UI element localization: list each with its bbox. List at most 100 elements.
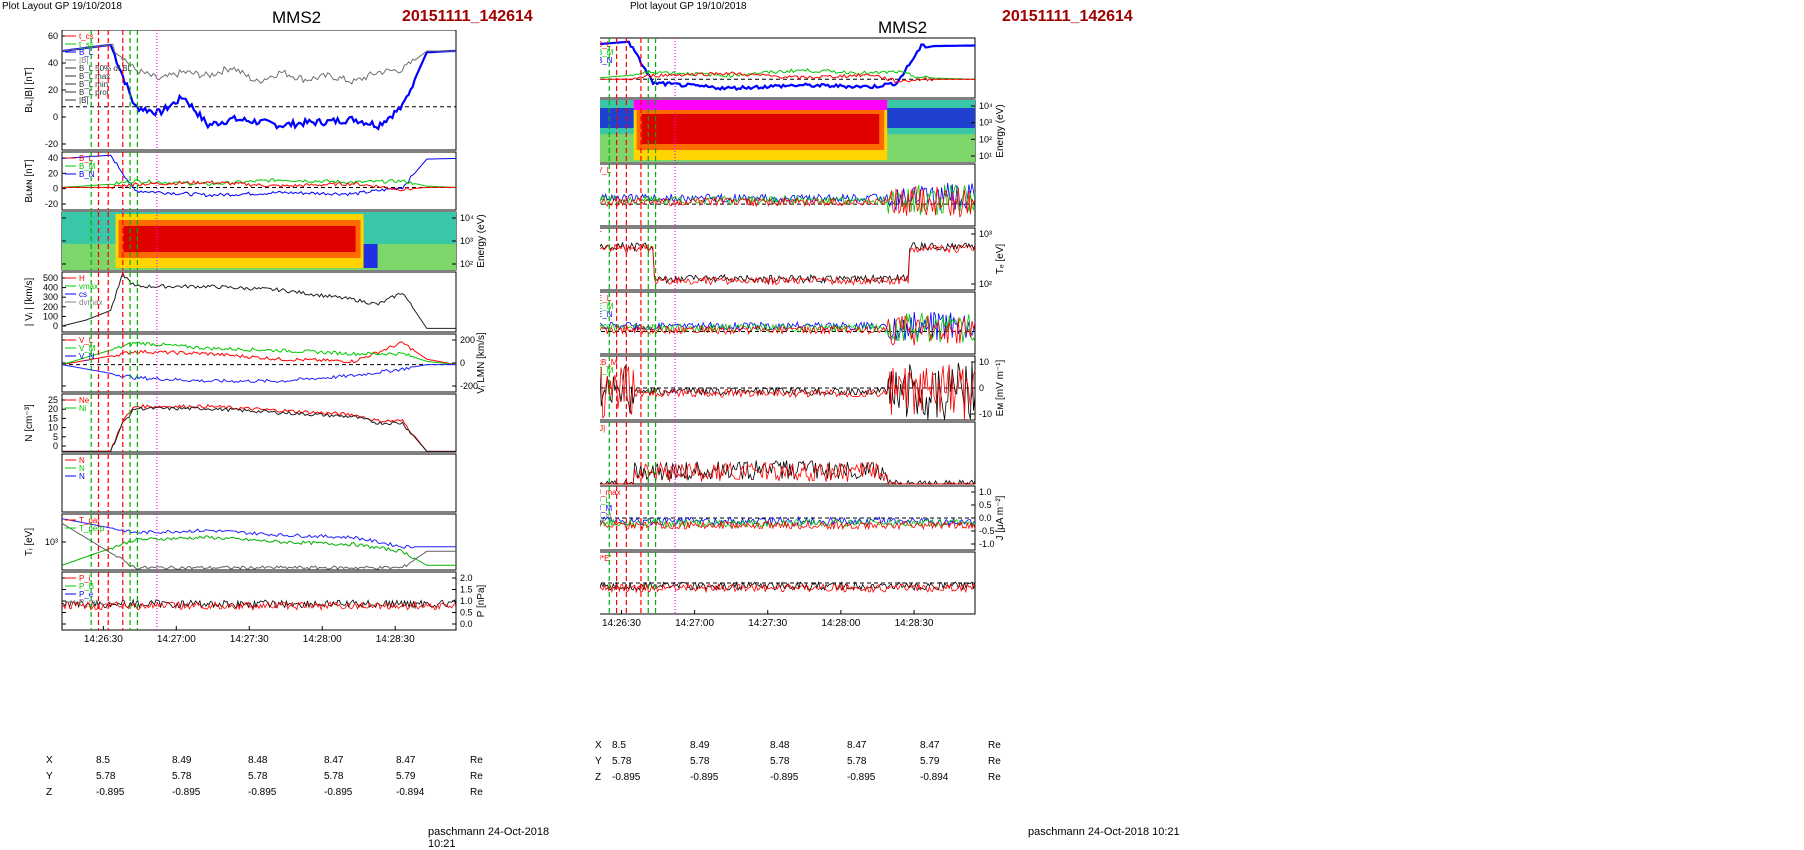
legend-label: B_L	[600, 40, 612, 49]
coord-value: 5.78	[324, 771, 344, 782]
legend-label: B_M	[79, 162, 96, 171]
coord-value: 8.48	[770, 740, 790, 751]
spectrogram-peak	[641, 114, 880, 144]
x-tick-label: 14:28:00	[303, 634, 342, 645]
coord-value: 8.48	[248, 755, 268, 766]
y-tick-label: 15	[48, 413, 58, 423]
legend-label: Ni	[79, 404, 87, 413]
x-tick-label: 14:27:30	[748, 618, 787, 629]
x-tick-label: 14:28:30	[376, 634, 415, 645]
y-tick-label: -20	[45, 139, 58, 149]
x-tick-label: 14:26:30	[602, 618, 641, 629]
footer-right: paschmann 24-Oct-2018 10:21	[1028, 826, 1180, 838]
legend-label: P_e	[79, 590, 94, 599]
y-tick-label: 0	[460, 358, 465, 368]
series-bn	[62, 180, 456, 192]
coord-unit: Re	[988, 772, 1001, 783]
legend-label: T_par	[79, 516, 100, 525]
panel-5: 3020100-10-20Eʟᴍɴ [mV m⁻¹]E_LE_ME_N	[600, 291, 976, 355]
coord-value: -0.895	[770, 772, 799, 783]
legend-label: B_M	[600, 48, 614, 57]
legend-label: P_tot	[79, 598, 98, 607]
y-tick-label: -200	[460, 381, 478, 391]
legend-label: dvmax	[79, 298, 103, 307]
y-tick-label: 10⁴	[979, 101, 993, 111]
panel-8: 1.0 0.5 0.0 -0.5 -1.0J [μA m⁻²] J_maxJ_LJ_MJ_…	[600, 485, 1006, 551]
y-tick-label: -1.0	[979, 539, 995, 549]
panel-frame	[600, 37, 976, 99]
legend-label: |B|	[79, 56, 89, 65]
coord-value: 5.78	[248, 771, 268, 782]
y-tick-label: -10	[979, 409, 992, 419]
legend-label: t_ss	[79, 40, 94, 49]
legend-label: |J|	[600, 424, 605, 433]
legend-label: xB_M	[600, 358, 618, 367]
y-tick-label: 60	[48, 31, 58, 41]
legend-label: H	[79, 274, 85, 283]
legend-label: J_max	[600, 488, 621, 497]
x-tick-label: 14:28:30	[895, 618, 934, 629]
series-bn	[600, 71, 975, 83]
y-tick-label: 2.0	[460, 573, 473, 583]
y-tick-label: 0.0	[460, 619, 473, 629]
series-trace	[600, 461, 975, 485]
y-axis-label: Tₑ [eV]	[995, 244, 1006, 275]
y-tick-label: 500	[43, 273, 58, 283]
series-trace	[600, 460, 976, 486]
y-tick-label: 10⁴	[460, 213, 474, 223]
coord-unit: Re	[988, 740, 1001, 751]
y-tick-label: 10³	[460, 236, 473, 246]
x-tick-label: 14:26:30	[84, 634, 123, 645]
series-trace	[600, 243, 976, 286]
spectrogram-edge-band	[363, 244, 378, 268]
footer-left: paschmann 24-Oct-2018 10:21	[428, 826, 550, 850]
coord-value: -0.895	[324, 787, 353, 798]
y-tick-label: -0.5	[979, 526, 995, 536]
coord-value: 8.5	[96, 755, 110, 766]
y-tick-label: 20	[48, 168, 58, 178]
series-vm	[61, 341, 457, 366]
panel-frame	[61, 453, 457, 513]
legend-label: V_L	[79, 336, 94, 345]
legend-label: J_M	[600, 504, 612, 513]
coord-value: 5.78	[172, 771, 192, 782]
coord-value: 8.49	[172, 755, 192, 766]
satellite-title: MMS2	[878, 18, 928, 37]
layout-note: Plot layout GP 19/10/2018	[630, 1, 747, 12]
coord-value: -0.895	[96, 787, 125, 798]
event-id: 20151111_142614	[402, 8, 533, 25]
y-axis-label: Bʟ,|B| [nT]	[24, 67, 35, 113]
panel-7: NNN	[61, 453, 457, 513]
coord-value: -0.895	[847, 772, 876, 783]
coord-value: 5.79	[396, 771, 416, 782]
y-tick-label: 0	[53, 184, 58, 194]
coord-value: 8.47	[847, 740, 867, 751]
coord-label: Z	[46, 787, 53, 798]
y-axis-label: Eᴍ [mV m⁻¹]	[995, 359, 1006, 416]
legend-label: J*E'	[600, 554, 611, 563]
y-tick-label: 40	[48, 153, 58, 163]
spectrogram	[600, 100, 975, 162]
legend-label: B_L 50% of BL	[79, 64, 133, 73]
y-tick-label: 10	[48, 423, 58, 433]
y-tick-label: 25	[48, 395, 58, 405]
y-tick-label: -20	[45, 199, 58, 209]
series-pb	[61, 522, 456, 570]
event-id: 20151111_142614	[1002, 8, 1133, 25]
series-ni	[62, 406, 456, 452]
panel-frame	[61, 30, 457, 151]
series-bl	[61, 43, 456, 131]
panel-frame	[600, 163, 976, 227]
legend-label: N	[79, 464, 85, 473]
legend-label: E_M	[600, 366, 614, 375]
panel-frame	[61, 271, 457, 333]
legend-label: B_L	[79, 154, 94, 163]
y-axis-label: Energy (eV)	[476, 214, 487, 267]
coord-value: 5.78	[770, 756, 790, 767]
y-tick-label: 0.5	[460, 608, 473, 618]
layout-note: Plot Layout GP 19/10/2018	[2, 1, 122, 12]
panel-frame	[61, 393, 457, 453]
legend-label: J_N	[600, 512, 611, 521]
coord-value: -0.895	[612, 772, 641, 783]
